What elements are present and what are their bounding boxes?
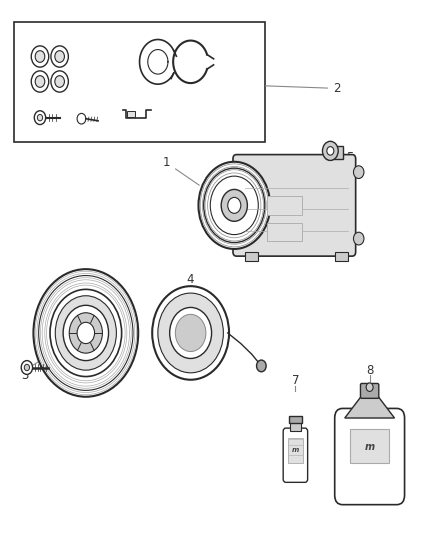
Circle shape (198, 162, 270, 249)
FancyBboxPatch shape (283, 428, 307, 482)
Bar (350, 429, 389, 463)
Bar (288, 438, 303, 463)
Circle shape (158, 293, 223, 373)
Text: m: m (292, 447, 299, 453)
Bar (326, 146, 343, 159)
Circle shape (175, 314, 206, 352)
Text: 7: 7 (292, 374, 299, 387)
Circle shape (35, 76, 45, 87)
Circle shape (327, 147, 334, 155)
Bar (267, 196, 302, 215)
Circle shape (50, 289, 122, 376)
Circle shape (69, 313, 102, 353)
Circle shape (257, 360, 266, 372)
Circle shape (33, 269, 138, 397)
Circle shape (55, 76, 64, 87)
Circle shape (210, 176, 258, 235)
Bar (245, 252, 258, 262)
Text: 4: 4 (187, 273, 194, 286)
Circle shape (77, 322, 95, 344)
Circle shape (51, 71, 68, 92)
Circle shape (170, 308, 212, 359)
Bar (14, 22, 265, 142)
Circle shape (35, 51, 45, 62)
Circle shape (34, 111, 46, 125)
Circle shape (37, 115, 42, 121)
Circle shape (152, 286, 229, 379)
Text: m: m (364, 442, 374, 452)
Circle shape (31, 71, 49, 92)
Bar (335, 252, 348, 262)
Text: 5: 5 (326, 151, 353, 167)
Circle shape (31, 46, 49, 67)
Circle shape (366, 383, 373, 391)
Circle shape (353, 232, 364, 245)
Bar (290, 422, 300, 431)
Text: 2: 2 (265, 82, 341, 95)
Text: 6: 6 (88, 284, 96, 297)
Circle shape (204, 168, 265, 243)
FancyBboxPatch shape (360, 383, 379, 398)
Circle shape (24, 365, 29, 370)
Circle shape (77, 114, 86, 124)
Circle shape (228, 197, 241, 213)
Circle shape (55, 51, 64, 62)
Circle shape (21, 361, 32, 374)
FancyBboxPatch shape (233, 155, 356, 256)
Text: 1: 1 (163, 156, 199, 185)
Text: 3: 3 (21, 369, 28, 382)
Bar (289, 416, 301, 423)
Bar (267, 223, 302, 241)
Circle shape (55, 296, 117, 370)
Bar (127, 111, 135, 117)
Circle shape (63, 305, 109, 361)
FancyBboxPatch shape (335, 408, 405, 505)
Circle shape (51, 46, 68, 67)
Circle shape (39, 276, 133, 390)
Circle shape (353, 166, 364, 179)
Text: 8: 8 (366, 364, 373, 377)
Circle shape (322, 141, 338, 160)
Circle shape (221, 189, 247, 221)
Polygon shape (345, 397, 395, 418)
